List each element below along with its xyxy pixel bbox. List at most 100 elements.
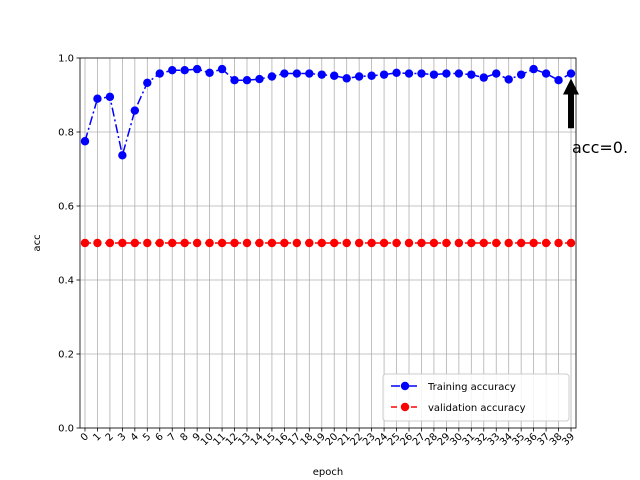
series-0-point (417, 69, 426, 78)
series-0-point (192, 64, 202, 74)
series-1-point (529, 238, 538, 248)
series-line-0 (84, 68, 572, 156)
series-0-point (180, 66, 189, 75)
x-tick-label: 5 (141, 431, 153, 443)
y-tick-label: 0.2 (58, 350, 74, 361)
series-0-point (280, 69, 289, 78)
series-0-point (230, 76, 239, 85)
legend-label-1: validation accuracy (428, 403, 526, 414)
series-0-point (492, 69, 501, 78)
series-1-point (93, 238, 102, 248)
series-0-point (454, 69, 464, 78)
annotation-text: acc=0. (572, 138, 628, 157)
series-0-point (217, 64, 227, 74)
series-1-point (192, 238, 202, 248)
series-0-point (442, 69, 451, 78)
series-0-point (118, 151, 127, 160)
series-1-point (118, 238, 127, 248)
series-0-point (155, 69, 164, 78)
legend-label-0: Training accuracy (427, 382, 516, 393)
series-1-point (255, 238, 264, 248)
series-0-point (105, 92, 115, 102)
series-1-point (217, 238, 227, 248)
series-1-point (429, 238, 439, 248)
x-axis-label: epoch (313, 467, 343, 478)
series-0-point (404, 69, 414, 78)
series-1-point (180, 238, 189, 248)
series-0-point (529, 64, 538, 74)
series-1-point (554, 238, 563, 248)
series-1-point (566, 238, 576, 248)
series-1-point (479, 238, 488, 248)
annotation: acc=0. (563, 78, 628, 157)
series-0-point (367, 71, 376, 80)
series-0-point (392, 68, 401, 78)
x-tick-label: 39 (560, 431, 577, 448)
x-tick-label: 2 (104, 431, 116, 443)
series-0-point (317, 70, 326, 79)
series-1-point (168, 238, 177, 248)
x-tick-label: 0 (79, 431, 91, 443)
series-0-point (554, 76, 563, 85)
series-1-point (492, 238, 501, 248)
series-1-point (392, 238, 401, 248)
series-1-point (417, 238, 426, 248)
legend-marker-1 (400, 402, 410, 412)
series-1-point (454, 238, 464, 248)
series-1-point (130, 238, 140, 248)
series-1-point (516, 238, 526, 248)
series-1-point (504, 238, 513, 248)
x-tick-label: 8 (179, 431, 191, 443)
series-1-point (317, 238, 326, 248)
series-1-point (305, 238, 314, 248)
series-0-point (168, 66, 177, 75)
series-1-point (292, 238, 302, 248)
y-tick-label: 0.8 (58, 128, 74, 139)
series-0-point (143, 78, 152, 87)
series-1-point (105, 238, 115, 248)
series-0-point (379, 70, 389, 79)
series-0-point (255, 74, 264, 84)
series-1-point (267, 238, 277, 248)
series-0-point (267, 72, 277, 81)
series-0-point (292, 69, 302, 78)
series-0-point (305, 69, 314, 78)
series-0-point (479, 73, 488, 82)
series-0-point (330, 71, 339, 80)
series-0-point (504, 75, 513, 84)
series-1-point (330, 238, 339, 248)
x-tick-label: 3 (116, 431, 128, 443)
x-tick-label: 7 (166, 431, 178, 443)
legend-marker-0 (400, 381, 410, 391)
series-1-point (367, 238, 376, 248)
series-0-point (205, 68, 214, 78)
y-tick-label: 0.6 (58, 202, 74, 213)
series-0-point (342, 74, 351, 83)
series-1-point (379, 238, 389, 248)
series-0-point (93, 94, 102, 103)
series-1-point (342, 238, 351, 248)
series-0-point (467, 70, 476, 79)
y-tick-label: 0.0 (58, 424, 74, 435)
axes-frame (79, 57, 577, 429)
series-1-point (442, 238, 451, 248)
series-1-point (242, 238, 252, 248)
series-0-point (516, 70, 526, 79)
series-1-point (155, 238, 164, 248)
series-0-point (354, 72, 364, 81)
series-1-point (143, 238, 152, 248)
series-1-point (80, 238, 90, 248)
series-0-point (541, 69, 551, 78)
annotation-arrow-head (563, 78, 580, 95)
series-1-point (205, 238, 214, 248)
y-tick-label: 1.0 (58, 54, 74, 65)
series-0-point (242, 76, 252, 85)
series-1-point (541, 238, 551, 248)
series-1-point (467, 238, 476, 248)
series-1-point (280, 238, 289, 248)
legend-box (382, 373, 570, 422)
x-tick-label: 6 (154, 431, 166, 443)
series-1-point (404, 238, 414, 248)
series-1-point (354, 238, 364, 248)
